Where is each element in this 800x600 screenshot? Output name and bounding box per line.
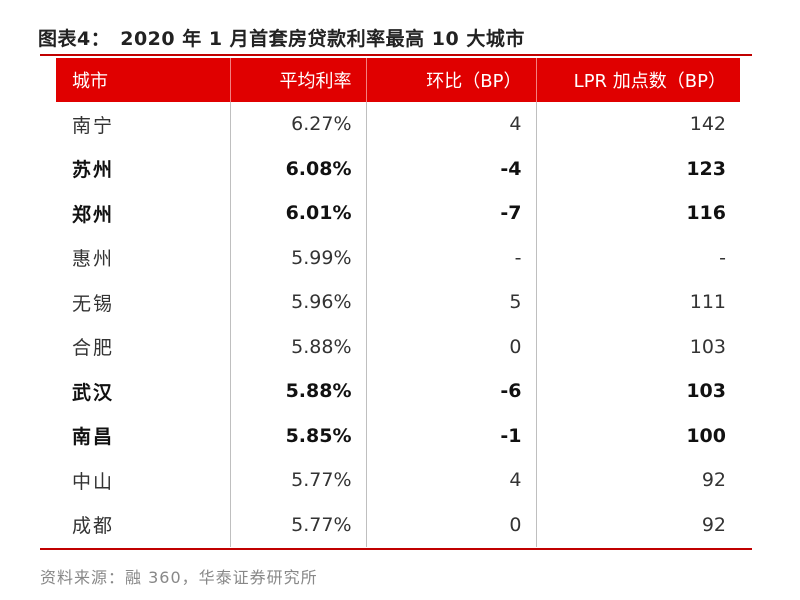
table-row: 中山 5.77% 4 92 [56, 458, 740, 503]
cell-change: -7 [366, 191, 537, 236]
cell-lpr: 92 [701, 513, 726, 536]
cell-avg-rate: 5.96% [230, 280, 367, 325]
cell-change: -6 [366, 369, 537, 414]
rates-table: 城市 平均利率 环比（BP） LPR 加点数（BP） 南宁 6.27% 4 142 苏州… [56, 58, 740, 547]
figure-title: 图表4： 2020 年 1 月首套房贷款利率最高 10 大城市 [38, 24, 525, 51]
table-header-row: 城市 平均利率 环比（BP） LPR 加点数（BP） [56, 58, 740, 102]
cell-city: 惠州 [56, 235, 231, 280]
top-rule [40, 54, 752, 56]
header-city: 城市 [56, 58, 231, 102]
cell-change: 0 [366, 324, 537, 369]
table-row: 惠州 5.99% - - [56, 235, 740, 280]
cell-city: 武汉 [56, 369, 231, 414]
table-row: 无锡 5.96% 5 111 [56, 280, 740, 325]
cell-avg-rate: 6.27% [230, 102, 367, 147]
cell-avg-rate: 5.99% [230, 235, 367, 280]
table-row: 合肥 5.88% 0 103 [56, 324, 740, 369]
figure-title-text: 2020 年 1 月首套房贷款利率最高 10 大城市 [120, 28, 525, 50]
cell-avg-rate: 5.85% [230, 413, 367, 458]
header-avg-rate: 平均利率 [230, 58, 367, 102]
cell-lpr: 103 [689, 335, 726, 358]
cell-city: 南昌 [56, 413, 231, 458]
cell-change: -4 [366, 146, 537, 191]
cell-change: - [366, 235, 537, 280]
header-lpr: LPR 加点数（BP） [536, 58, 740, 102]
table-row: 南昌 5.85% -1 100 [56, 413, 740, 458]
table-row: 苏州 6.08% -4 123 [56, 146, 740, 191]
cell-city: 郑州 [56, 191, 231, 236]
cell-lpr: 116 [686, 202, 726, 225]
source-note: 资料来源：融 360，华泰证券研究所 [40, 568, 318, 587]
cell-lpr: - [719, 246, 726, 269]
cell-lpr: 103 [686, 380, 726, 403]
table-row: 南宁 6.27% 4 142 [56, 102, 740, 147]
cell-lpr: 123 [686, 157, 726, 180]
cell-avg-rate: 5.88% [230, 324, 367, 369]
table-row: 郑州 6.01% -7 116 [56, 191, 740, 236]
cell-lpr: 111 [689, 291, 726, 314]
cell-lpr: 142 [689, 113, 726, 136]
cell-lpr: 100 [686, 424, 726, 447]
cell-city: 合肥 [56, 324, 231, 369]
cell-city: 中山 [56, 458, 231, 503]
table-row: 武汉 5.88% -6 103 [56, 369, 740, 414]
cell-change: 5 [366, 280, 537, 325]
table-row: 成都 5.77% 0 92 [56, 502, 740, 547]
table-body: 南宁 6.27% 4 142 苏州 6.08% -4 123 郑州 6.01% -7 116 惠州 5.9… [56, 102, 740, 547]
figure-label: 图表4： [38, 28, 111, 50]
cell-change: 0 [366, 502, 537, 547]
cell-city: 成都 [56, 502, 231, 547]
cell-lpr: 92 [701, 469, 726, 492]
cell-change: 4 [366, 102, 537, 147]
cell-change: 4 [366, 458, 537, 503]
cell-city: 苏州 [56, 146, 231, 191]
cell-avg-rate: 5.77% [230, 502, 367, 547]
cell-avg-rate: 6.01% [230, 191, 367, 236]
header-change: 环比（BP） [366, 58, 537, 102]
bottom-rule [40, 548, 752, 550]
cell-change: -1 [366, 413, 537, 458]
cell-avg-rate: 5.88% [230, 369, 367, 414]
cell-avg-rate: 6.08% [230, 146, 367, 191]
cell-city: 南宁 [56, 102, 231, 147]
cell-avg-rate: 5.77% [230, 458, 367, 503]
cell-city: 无锡 [56, 280, 231, 325]
